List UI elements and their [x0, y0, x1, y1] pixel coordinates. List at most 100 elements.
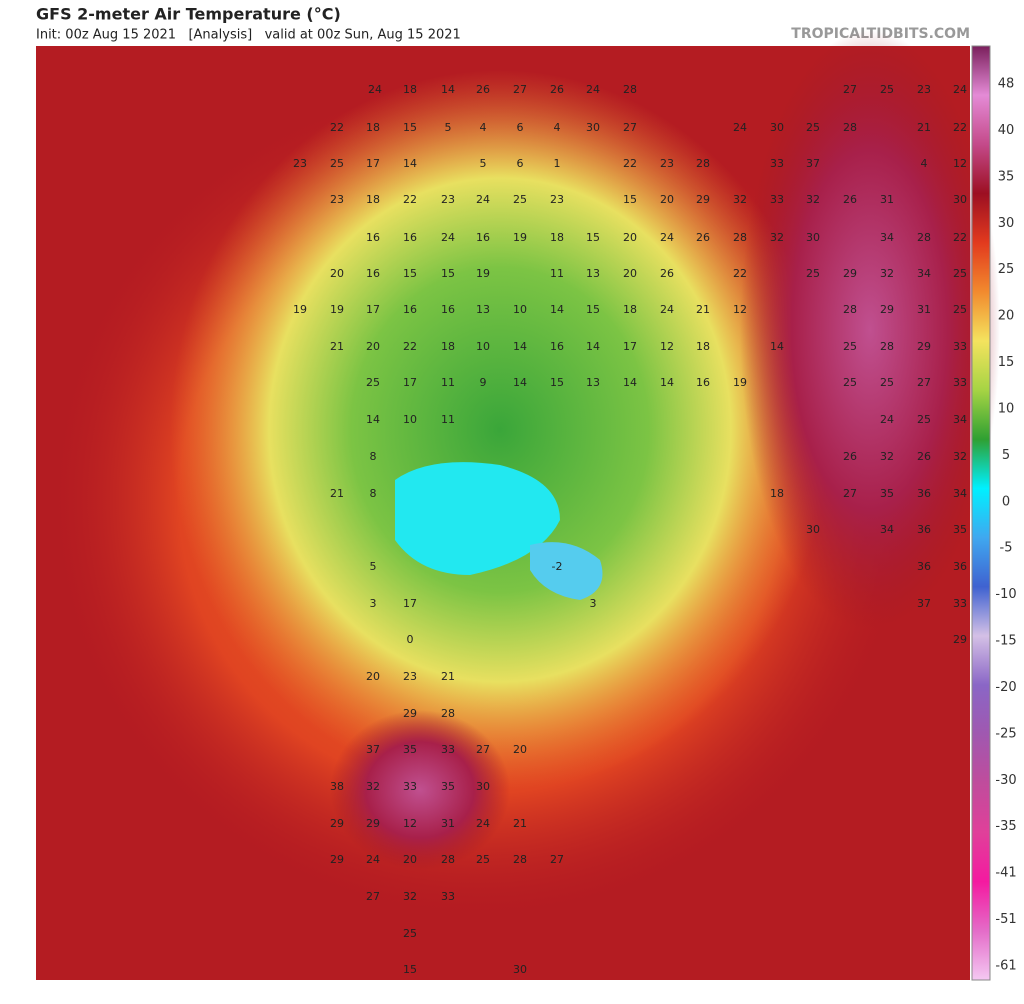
temperature-label: 11 [441, 413, 455, 426]
temperature-label: 3 [370, 597, 377, 610]
temperature-label: 29 [696, 193, 710, 206]
colorbar-tick-label: -20 [995, 680, 1016, 695]
temperature-label: 6 [517, 157, 524, 170]
temperature-label: 21 [917, 121, 931, 134]
temperature-label: 8 [370, 487, 377, 500]
temperature-label: 16 [366, 231, 380, 244]
temperature-label: 27 [366, 890, 380, 903]
temperature-label: 10 [513, 303, 527, 316]
colorbar-tick-label: -10 [995, 587, 1016, 602]
temperature-label: 13 [586, 376, 600, 389]
temperature-label: 28 [513, 853, 527, 866]
temperature-label: 32 [733, 193, 747, 206]
colorbar-tick-label: -5 [1000, 541, 1013, 556]
hot-zone-asia [740, 30, 1000, 630]
temperature-label: 20 [366, 670, 380, 683]
temperature-label: 23 [660, 157, 674, 170]
temperature-label: 18 [550, 231, 564, 244]
temperature-label: 32 [366, 780, 380, 793]
temperature-label: 4 [554, 121, 561, 134]
temperature-label: 12 [953, 157, 967, 170]
temperature-label: 25 [953, 303, 967, 316]
temperature-label: 23 [441, 193, 455, 206]
temperature-label: 26 [660, 267, 674, 280]
temperature-label: 14 [513, 376, 527, 389]
arctic-ice [395, 462, 560, 575]
temperature-label: 28 [843, 303, 857, 316]
temperature-label: 17 [403, 597, 417, 610]
temperature-label: 26 [476, 83, 490, 96]
temperature-label: 30 [953, 193, 967, 206]
temperature-label: 24 [953, 83, 967, 96]
temperature-label: 29 [953, 633, 967, 646]
temperature-label: 4 [480, 121, 487, 134]
temperature-label: 29 [330, 853, 344, 866]
temperature-label: -2 [552, 560, 563, 573]
temperature-label: 32 [880, 450, 894, 463]
temperature-label: 23 [293, 157, 307, 170]
temperature-label: 36 [917, 487, 931, 500]
temperature-label: 14 [403, 157, 417, 170]
colorbar-tick-label: 30 [998, 216, 1015, 231]
subtitle: Init: 00z Aug 15 2021 [Analysis] valid a… [36, 28, 461, 43]
colorbar-tick-label: 25 [998, 262, 1015, 277]
temperature-label: 15 [403, 121, 417, 134]
colorbar-tick-label: -61 [995, 959, 1016, 974]
temperature-label: 18 [623, 303, 637, 316]
temperature-label: 30 [806, 231, 820, 244]
temperature-label: 14 [366, 413, 380, 426]
temperature-label: 27 [476, 743, 490, 756]
temperature-label: 35 [441, 780, 455, 793]
temperature-label: 15 [403, 267, 417, 280]
temperature-label: 24 [586, 83, 600, 96]
colorbar-tick-label: 48 [998, 77, 1015, 92]
temperature-label: 17 [366, 303, 380, 316]
temperature-label: 25 [806, 121, 820, 134]
temperature-label: 34 [880, 231, 894, 244]
temperature-label: 20 [403, 853, 417, 866]
temperature-label: 24 [366, 853, 380, 866]
temperature-label: 21 [441, 670, 455, 683]
temperature-label: 37 [366, 743, 380, 756]
temperature-label: 16 [366, 267, 380, 280]
temperature-label: 22 [623, 157, 637, 170]
colorbar-tick-label: -35 [995, 819, 1016, 834]
temperature-label: 20 [623, 267, 637, 280]
temperature-label: 26 [696, 231, 710, 244]
temperature-label: 14 [586, 340, 600, 353]
temperature-label: 28 [843, 121, 857, 134]
temperature-label: 33 [770, 157, 784, 170]
temperature-label: 25 [843, 376, 857, 389]
temperature-label: 24 [880, 413, 894, 426]
temperature-label: 24 [476, 193, 490, 206]
temperature-label: 25 [880, 376, 894, 389]
hot-zone-america [330, 710, 510, 870]
temperature-label: 34 [917, 267, 931, 280]
temperature-label: 33 [953, 597, 967, 610]
temperature-label: 28 [441, 853, 455, 866]
temperature-label: 28 [733, 231, 747, 244]
temperature-label: 36 [917, 560, 931, 573]
temperature-label: 1 [554, 157, 561, 170]
colorbar-tick-label: 5 [1002, 448, 1010, 463]
temperature-label: 35 [953, 523, 967, 536]
temperature-label: 24 [441, 231, 455, 244]
temperature-label: 33 [441, 890, 455, 903]
colorbar-tick-label: -41 [995, 866, 1016, 881]
temperature-label: 20 [330, 267, 344, 280]
temperature-label: 20 [513, 743, 527, 756]
temperature-label: 23 [330, 193, 344, 206]
temperature-label: 34 [953, 413, 967, 426]
colorbar-tick-label: 40 [998, 123, 1015, 138]
temperature-label: 25 [330, 157, 344, 170]
temperature-label: 32 [806, 193, 820, 206]
temperature-label: 27 [917, 376, 931, 389]
temperature-label: 32 [403, 890, 417, 903]
temperature-label: 27 [843, 487, 857, 500]
temperature-label: 38 [330, 780, 344, 793]
temperature-label: 16 [441, 303, 455, 316]
temperature-label: 19 [513, 231, 527, 244]
temperature-label: 15 [550, 376, 564, 389]
temperature-label: 9 [480, 376, 487, 389]
